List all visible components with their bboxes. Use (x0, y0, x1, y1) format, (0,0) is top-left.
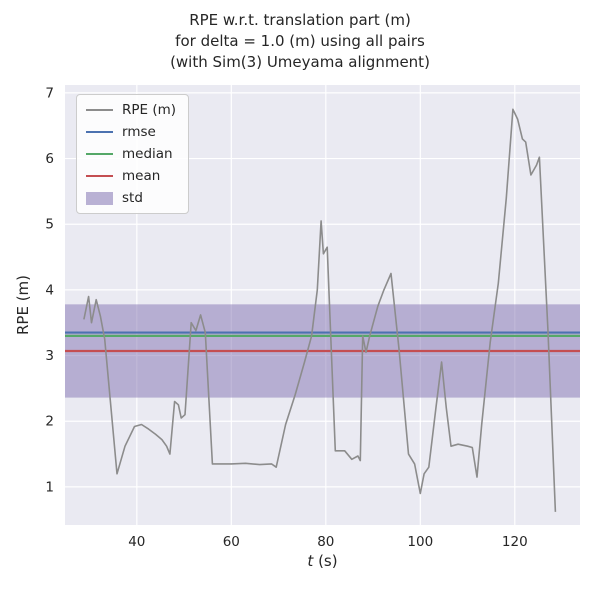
x-tick-label: 60 (223, 534, 240, 550)
x-tick-label: 40 (128, 534, 145, 550)
rpe-series-line (83, 108, 557, 512)
y-tick-label: 3 (45, 348, 54, 364)
legend-label: median (122, 146, 173, 162)
y-tick-label: 1 (45, 479, 54, 495)
legend-item-std: std (86, 190, 176, 206)
y-tick-label: 5 (45, 217, 54, 233)
chart-title-line-2: for delta = 1.0 (m) using all pairs (175, 32, 425, 50)
legend-item-rpe-m-: RPE (m) (86, 102, 176, 118)
legend-item-mean: mean (86, 168, 176, 184)
legend-label: mean (122, 168, 161, 184)
legend-item-rmse: rmse (86, 124, 176, 140)
chart-title-line-1: RPE w.r.t. translation part (m) (189, 11, 411, 29)
legend-line-swatch (86, 131, 113, 133)
y-tick-label: 2 (45, 414, 54, 430)
x-tick-label: 100 (407, 534, 433, 550)
legend: RPE (m) rmse median mean std (76, 94, 190, 214)
y-axis-label: RPE (m) (14, 274, 32, 336)
legend-line-swatch (86, 109, 113, 111)
legend-line-swatch (86, 175, 113, 177)
x-tick-label: 80 (317, 534, 334, 550)
y-tick-label: 6 (45, 151, 54, 167)
y-tick-label: 4 (45, 282, 54, 298)
x-tick-label: 120 (502, 534, 528, 550)
legend-band-swatch (86, 191, 113, 205)
chart-title-line-3: (with Sim(3) Umeyama alignment) (170, 53, 430, 71)
legend-label: std (122, 190, 143, 206)
legend-label: RPE (m) (122, 102, 177, 118)
x-axis-label: t (s) (65, 552, 580, 570)
legend-item-median: median (86, 146, 176, 162)
x-axis-label-symbol: t (307, 552, 314, 570)
chart-title: RPE w.r.t. translation part (m) for delt… (0, 10, 600, 73)
legend-label: rmse (122, 124, 156, 140)
x-axis-label-unit: (s) (313, 552, 338, 570)
legend-line-swatch (86, 153, 113, 155)
y-tick-label: 7 (45, 85, 54, 101)
